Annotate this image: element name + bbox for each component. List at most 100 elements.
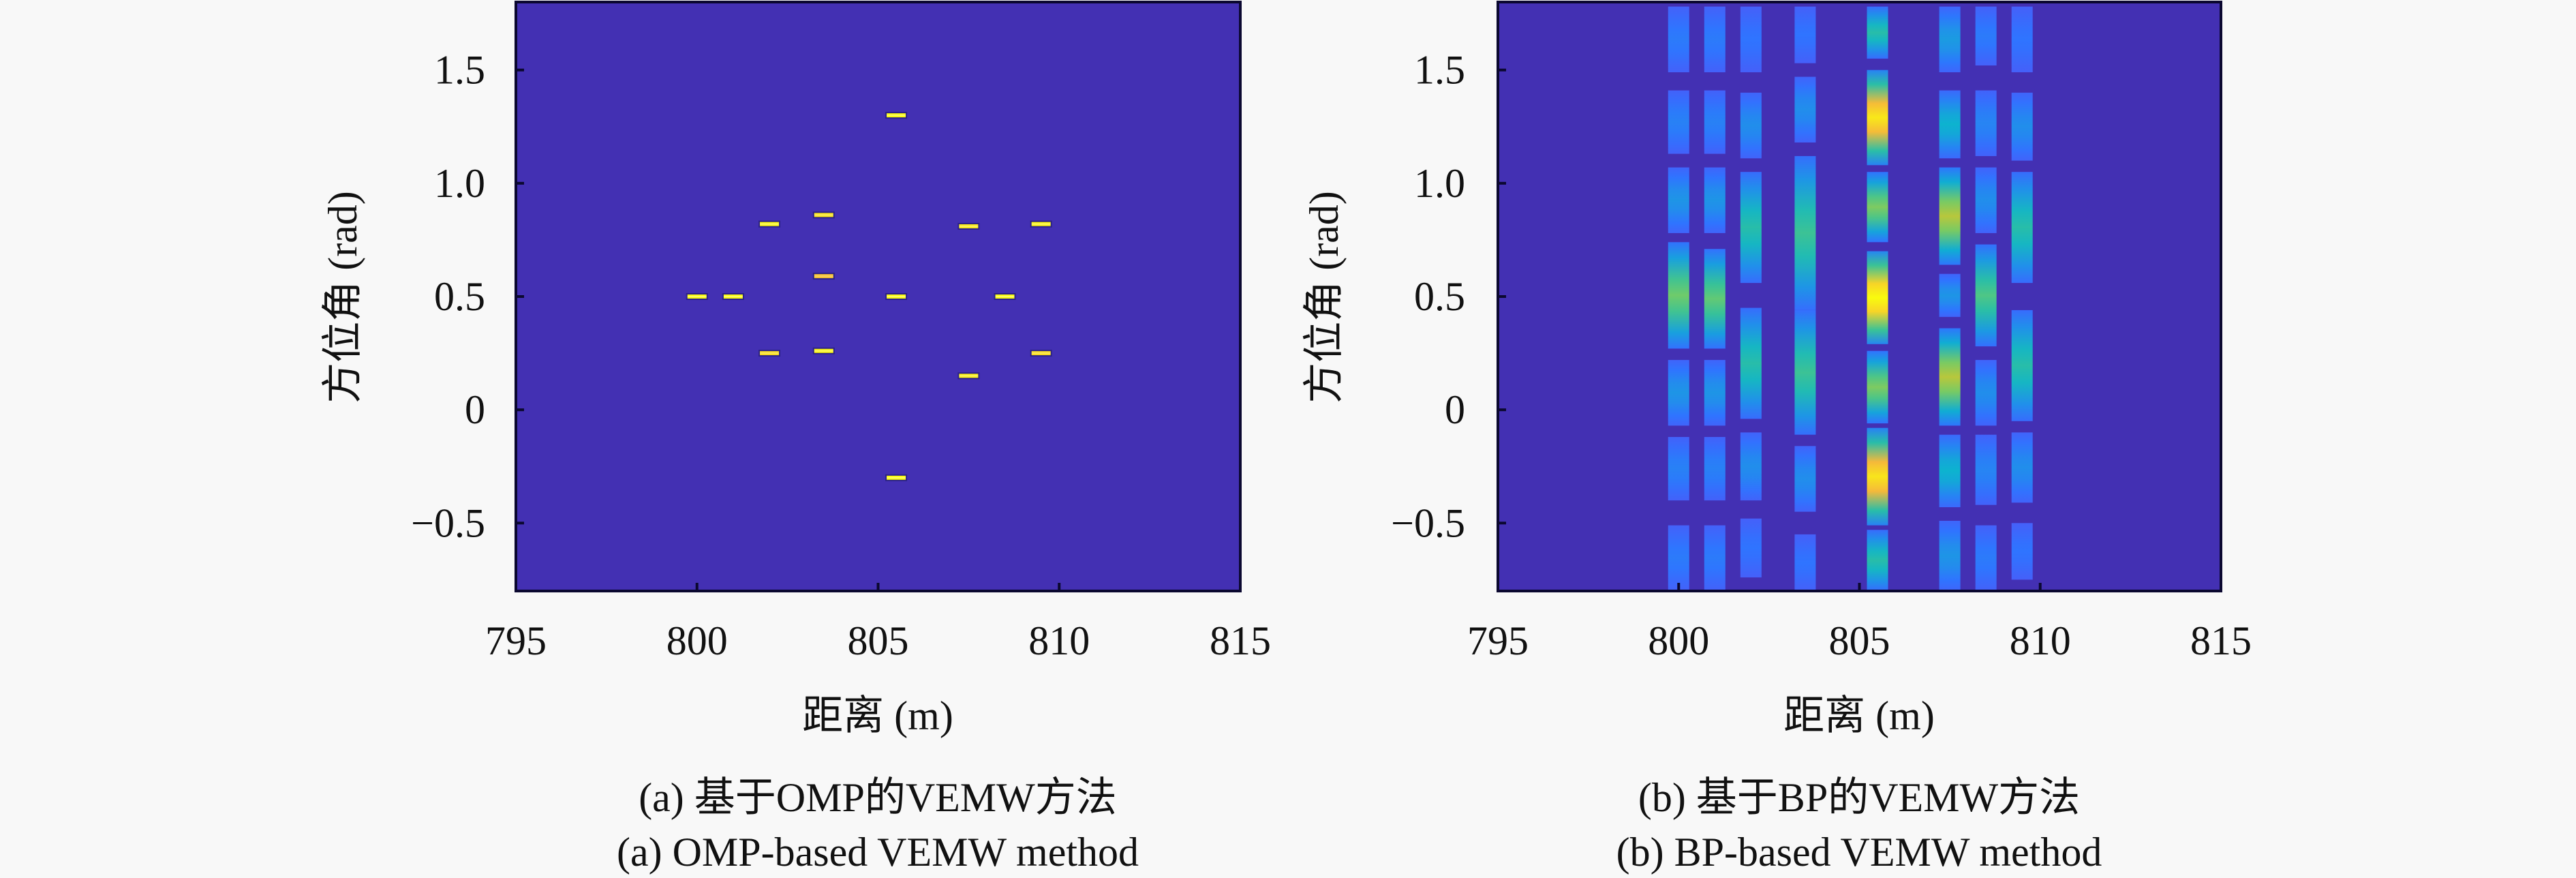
x-tick-label: 800 [1648,618,1709,663]
omp-marker-core [1031,351,1051,356]
bp-segment [1704,360,1726,426]
x-tick-label: 795 [485,618,547,663]
bp-segment [1740,307,1762,419]
omp-marker-highlight [1031,352,1051,354]
omp-marker [812,347,835,354]
bp-segment [2011,6,2033,73]
omp-marker-highlight [760,223,780,225]
bp-segment [1704,525,1726,591]
bp-column [1975,6,1997,591]
caption-b-cn: (b) 基于BP的VEMW方法 [1638,775,2080,820]
bp-segment [1867,6,1888,59]
panel-a-omp: −0.5 0 0.5 1.0 1.5 795 800 805 810 815 距… [320,1,1271,875]
bp-segment [1975,6,1997,66]
x-tick-label: 795 [1467,618,1529,663]
axes-a-background [516,2,1240,591]
bp-column [1939,6,1961,591]
omp-marker-highlight [814,214,833,216]
bp-heatmap-columns [1668,6,2033,591]
bp-column [1867,6,1888,591]
y-axis-label-a: 方位角 (rad) [320,191,365,404]
omp-marker-highlight [887,476,906,479]
omp-marker [994,293,1016,300]
bp-segment [1867,70,1888,166]
bp-segment [1668,167,1689,233]
bp-segment [1939,90,1961,159]
x-tick-label: 805 [848,618,909,663]
bp-segment [1939,273,1961,317]
omp-marker-highlight [814,275,833,277]
bp-segment [1668,525,1689,591]
y-tick-label: 0 [465,387,485,432]
bp-segment [1794,446,1816,512]
bp-segment [1939,6,1961,73]
x-tick-labels-b: 795 800 805 810 815 [1467,618,2252,663]
x-axis-label-b: 距离 (m) [1783,693,1935,738]
omp-markers [686,112,1052,481]
y-tick-label: 1.0 [434,161,485,206]
omp-marker [722,293,744,300]
bp-segment [1939,167,1961,265]
omp-marker [758,350,781,357]
omp-marker-core [814,213,833,217]
omp-marker [885,112,908,119]
bp-segment [1740,432,1762,501]
bp-segment [1668,360,1689,426]
omp-marker-core [1031,222,1051,226]
bp-column [2011,6,2033,580]
bp-segment [1867,530,1888,591]
y-axis-label-b: 方位角 (rad) [1302,191,1347,404]
omp-marker-core [814,348,833,353]
omp-marker [758,220,781,228]
bp-segment [1668,437,1689,501]
bp-segment [1867,251,1888,344]
x-tick-label: 810 [2010,618,2071,663]
omp-marker-highlight [887,115,906,117]
x-tick-label: 810 [1028,618,1090,663]
bp-segment [1704,90,1726,154]
bp-segment [1867,427,1888,526]
x-axis-label-a: 距离 (m) [802,693,953,738]
bp-segment [1794,534,1816,591]
bp-segment [1975,434,1997,505]
bp-segment [1975,90,1997,156]
omp-marker-highlight [760,352,780,354]
y-tick-labels-b: −0.5 0 0.5 1.0 1.5 [1391,48,1465,546]
bp-segment [1740,518,1762,578]
omp-marker-highlight [1031,223,1051,225]
omp-marker [686,293,708,300]
omp-marker-core [814,274,833,279]
bp-segment [1975,244,1997,347]
bp-segment [1939,520,1961,591]
omp-marker [957,222,980,230]
axes-b-frame [1497,1,2222,592]
bp-segment [1867,172,1888,243]
omp-marker [885,474,908,481]
bp-segment [2011,432,2033,503]
caption-a-cn: (a) 基于OMP的VEMW方法 [639,775,1117,820]
omp-marker [1030,220,1052,228]
omp-marker [1030,350,1052,357]
y-tick-label: −0.5 [1391,500,1465,545]
bp-segment [2011,172,2033,284]
omp-marker-highlight [959,225,979,227]
bp-segment [1794,6,1816,63]
bp-segment [1794,155,1816,310]
omp-marker-core [760,351,780,356]
x-tick-label: 800 [666,618,728,663]
bp-segment [1704,249,1726,349]
omp-marker-highlight [687,296,707,297]
bp-segment [1975,525,1997,591]
omp-marker-core [959,224,979,228]
bp-segment [1794,309,1816,435]
caption-a-en: (a) OMP-based VEMW method [617,830,1139,875]
y-tick-labels-a: −0.5 0 0.5 1.0 1.5 [411,48,485,546]
axes-b-background [1498,2,2221,591]
bp-segment [1975,360,1997,426]
y-tick-label: 1.0 [1414,161,1465,206]
bp-segment [1794,76,1816,143]
x-tick-label: 815 [1210,618,1271,663]
y-tick-label: 0.5 [1414,274,1465,319]
bp-segment [1867,350,1888,424]
